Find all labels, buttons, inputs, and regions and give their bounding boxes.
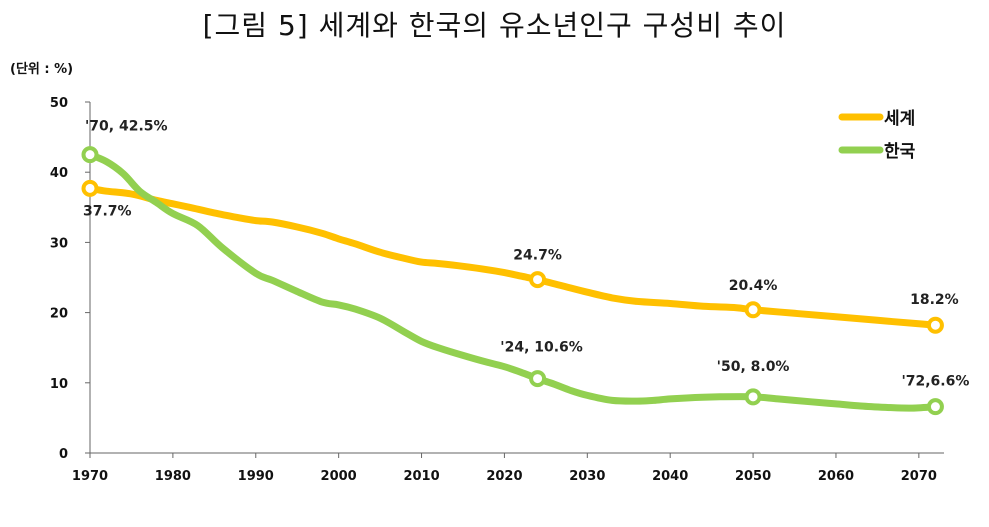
- data-labels: '70, 42.5% 37.7% 24.7% '24, 10.6% 20.4% '50, …: [83, 119, 969, 390]
- y-tick-label: 30: [50, 236, 68, 251]
- x-tick-label: 1990: [238, 469, 274, 484]
- x-tick-label: 2020: [486, 469, 522, 484]
- legend-label: 한국: [884, 142, 916, 162]
- data-point-marker: [744, 388, 762, 406]
- x-tick-label: 2060: [818, 469, 854, 484]
- data-point-marker: [926, 398, 944, 416]
- data-label: 24.7%: [513, 248, 562, 264]
- x-tick-label: 2000: [321, 469, 357, 484]
- y-tick-label: 40: [50, 166, 68, 181]
- x-tick-label: 2050: [735, 469, 771, 484]
- data-label: '70, 42.5%: [85, 119, 168, 135]
- data-label: '72,6.6%: [901, 374, 969, 390]
- unit-label: (단위 : %): [10, 62, 74, 77]
- x-tick-label: 1970: [72, 469, 108, 484]
- data-point-marker: [529, 370, 547, 388]
- series-line-world: [86, 184, 939, 329]
- x-tick-label: 1980: [155, 469, 191, 484]
- markers: [81, 146, 944, 416]
- chart-title: [그림 5] 세계와 한국의 유소년인구 구성비 추이: [202, 9, 787, 42]
- y-tick-label: 20: [50, 307, 68, 322]
- y-tick-label: 0: [59, 447, 68, 462]
- data-label: '24, 10.6%: [500, 340, 583, 356]
- data-point-marker: [529, 271, 547, 289]
- y-tick-label: 50: [50, 96, 68, 111]
- y-tick-label: 10: [50, 377, 68, 392]
- data-point-marker: [81, 179, 99, 197]
- data-point-marker: [81, 146, 99, 164]
- x-tick-label: 2040: [652, 469, 688, 484]
- series-lines: [86, 151, 939, 412]
- data-label: 18.2%: [910, 292, 959, 308]
- data-label: 20.4%: [729, 278, 778, 294]
- data-label: 37.7%: [83, 203, 132, 219]
- x-tick-label: 2070: [901, 469, 937, 484]
- data-point-marker: [926, 316, 944, 334]
- series-line-korea: [86, 151, 939, 412]
- x-tick-label: 2010: [403, 469, 439, 484]
- data-point-marker: [744, 301, 762, 319]
- x-tick-label: 2030: [569, 469, 605, 484]
- legend-label: 세계: [884, 109, 915, 129]
- data-label: '50, 8.0%: [717, 359, 790, 375]
